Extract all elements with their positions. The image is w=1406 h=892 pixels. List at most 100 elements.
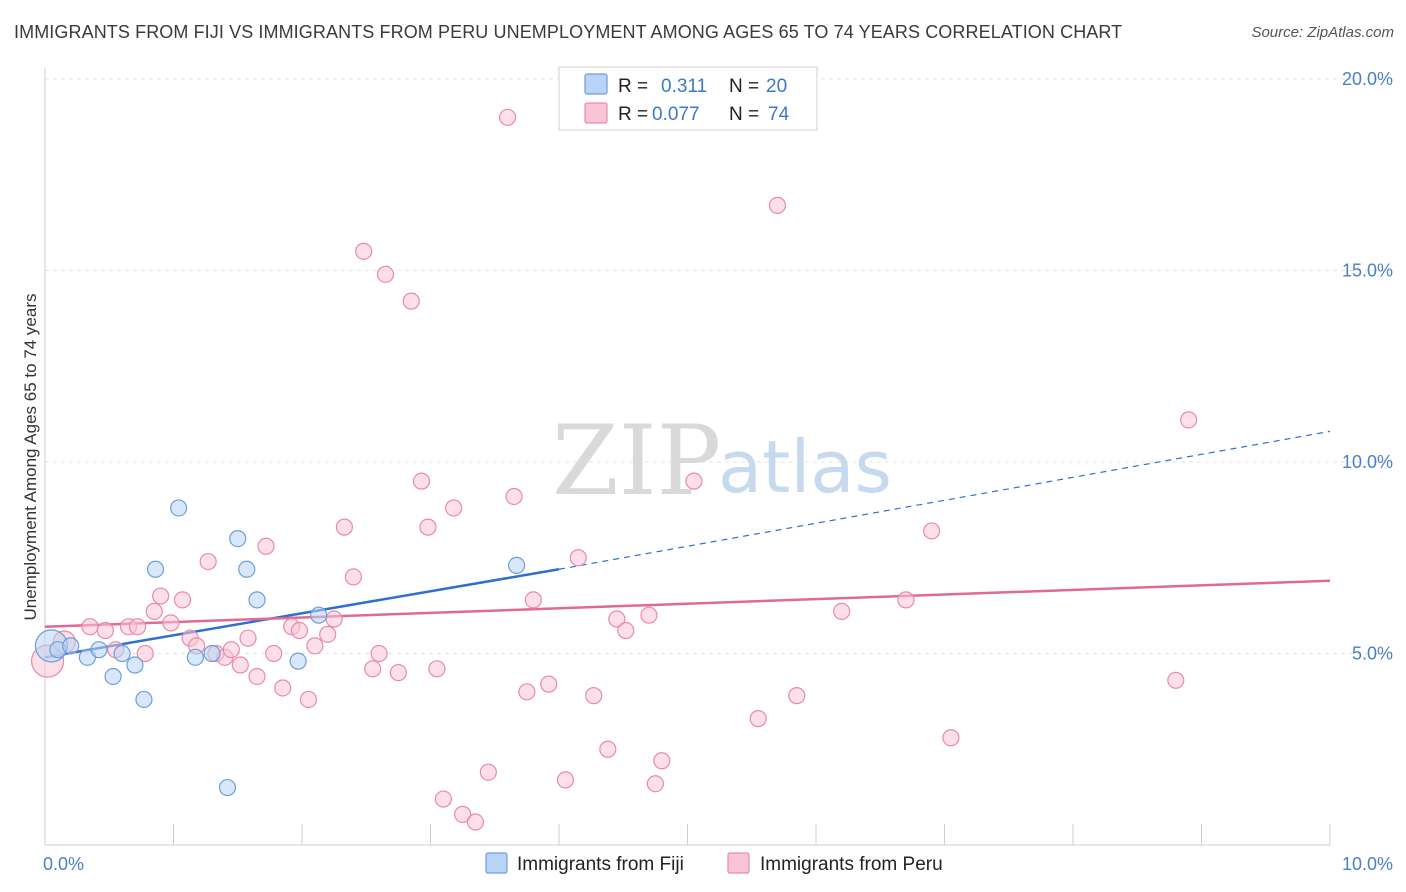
y-tick-label: 10.0% <box>1342 452 1393 472</box>
fiji-point <box>62 637 80 655</box>
peru-point <box>608 610 626 628</box>
peru-point <box>265 644 283 663</box>
peru-point <box>412 472 431 490</box>
legend-fiji-n-value: 20 <box>766 76 787 97</box>
peru-point <box>370 644 388 663</box>
peru-point <box>540 675 558 693</box>
peru-point <box>749 710 767 728</box>
peru-point <box>222 641 240 659</box>
fiji-trend-extension <box>558 430 1331 570</box>
peru-point <box>152 587 170 605</box>
peru-point <box>445 499 463 517</box>
x-tick-label-min: 0.0% <box>43 854 84 874</box>
peru-point <box>923 522 941 540</box>
peru-point <box>833 602 851 620</box>
peru-point <box>569 549 587 567</box>
peru-point <box>505 487 523 506</box>
legend-peru-r-label: R = <box>618 104 648 125</box>
peru-point <box>136 644 154 663</box>
peru-trend-line <box>44 579 1331 628</box>
peru-point <box>428 660 446 678</box>
y-axis-label: Unemployment Among Ages 65 to 74 years <box>21 294 40 621</box>
peru-point <box>376 265 395 283</box>
peru-point <box>617 621 635 640</box>
legend-peru-swatch <box>584 102 608 124</box>
fiji-point <box>289 652 307 670</box>
fiji-point <box>135 690 153 709</box>
peru-point <box>306 637 324 655</box>
peru-point <box>248 667 266 686</box>
peru-point <box>402 292 420 310</box>
chart-title: IMMIGRANTS FROM FIJI VS IMMIGRANTS FROM … <box>14 22 1123 42</box>
peru-point <box>81 618 99 636</box>
peru-point <box>518 683 536 701</box>
peru-point <box>173 591 192 609</box>
peru-point <box>419 518 437 536</box>
fiji-point <box>90 641 108 659</box>
bottom-legend: Immigrants from Fiji Immigrants from Per… <box>485 852 943 875</box>
peru-point <box>1180 411 1198 429</box>
bottom-legend-fiji-swatch <box>485 852 508 874</box>
peru-point <box>344 568 362 586</box>
peru-point <box>96 621 114 640</box>
legend-peru-n-value: 74 <box>768 104 790 125</box>
peru-point <box>257 537 275 555</box>
fiji-point <box>203 644 221 663</box>
peru-point <box>290 621 309 640</box>
peru-point <box>466 813 485 831</box>
bottom-legend-peru-swatch <box>727 852 750 874</box>
peru-point <box>646 775 664 793</box>
fiji-point <box>104 667 122 686</box>
peru-point <box>319 625 337 643</box>
peru-point <box>325 610 343 628</box>
fiji-point <box>186 648 204 666</box>
legend-peru-r-value: 0.077 <box>652 104 700 125</box>
fiji-point <box>146 560 165 578</box>
fiji-point <box>113 644 131 663</box>
watermark-zip: ZIP <box>552 405 721 517</box>
peru-point <box>434 790 452 808</box>
fiji-point <box>170 499 188 517</box>
peru-point <box>524 591 542 609</box>
bottom-legend-peru-label: Immigrants from Peru <box>760 854 943 875</box>
fiji-point <box>238 560 256 578</box>
legend-box: R = 0.311 N = 20 R = 0.077 N = 74 <box>558 66 818 131</box>
peru-point <box>556 771 575 789</box>
fiji-point <box>310 606 328 624</box>
peru-point <box>335 518 354 536</box>
peru-point <box>355 242 373 260</box>
peru-point <box>1167 671 1185 689</box>
peru-point <box>162 614 180 632</box>
legend-peru-n-label: N = <box>729 104 759 125</box>
peru-point <box>585 687 603 705</box>
x-tick-label-max: 10.0% <box>1342 854 1393 874</box>
peru-point <box>145 602 163 620</box>
peru-point <box>231 656 249 674</box>
bottom-legend-fiji-label: Immigrants from Fiji <box>517 854 684 875</box>
peru-point <box>454 805 472 823</box>
peru-point <box>389 664 407 682</box>
y-tick-label: 15.0% <box>1342 261 1393 281</box>
peru-point <box>479 763 497 781</box>
peru-point <box>788 687 806 705</box>
peru-point <box>364 660 382 678</box>
fiji-point <box>248 591 266 609</box>
legend-fiji-r-value: 0.311 <box>661 76 707 97</box>
legend-fiji-n-label: N = <box>729 76 759 97</box>
fiji-trend-line <box>44 568 560 659</box>
peru-point <box>274 679 292 697</box>
peru-point <box>499 108 517 126</box>
y-tick-label: 20.0% <box>1342 69 1393 89</box>
y-tick-label: 5.0% <box>1352 644 1393 664</box>
fiji-point <box>229 529 247 548</box>
peru-point <box>640 606 658 624</box>
fiji-point <box>218 778 237 797</box>
legend-fiji-r-label: R = <box>618 76 648 97</box>
peru-point <box>599 740 617 758</box>
peru-point <box>299 690 318 709</box>
fiji-point <box>507 556 526 575</box>
fiji-point <box>126 656 144 674</box>
peru-point <box>768 196 787 214</box>
peru-point <box>897 591 915 609</box>
peru-point <box>199 552 217 571</box>
